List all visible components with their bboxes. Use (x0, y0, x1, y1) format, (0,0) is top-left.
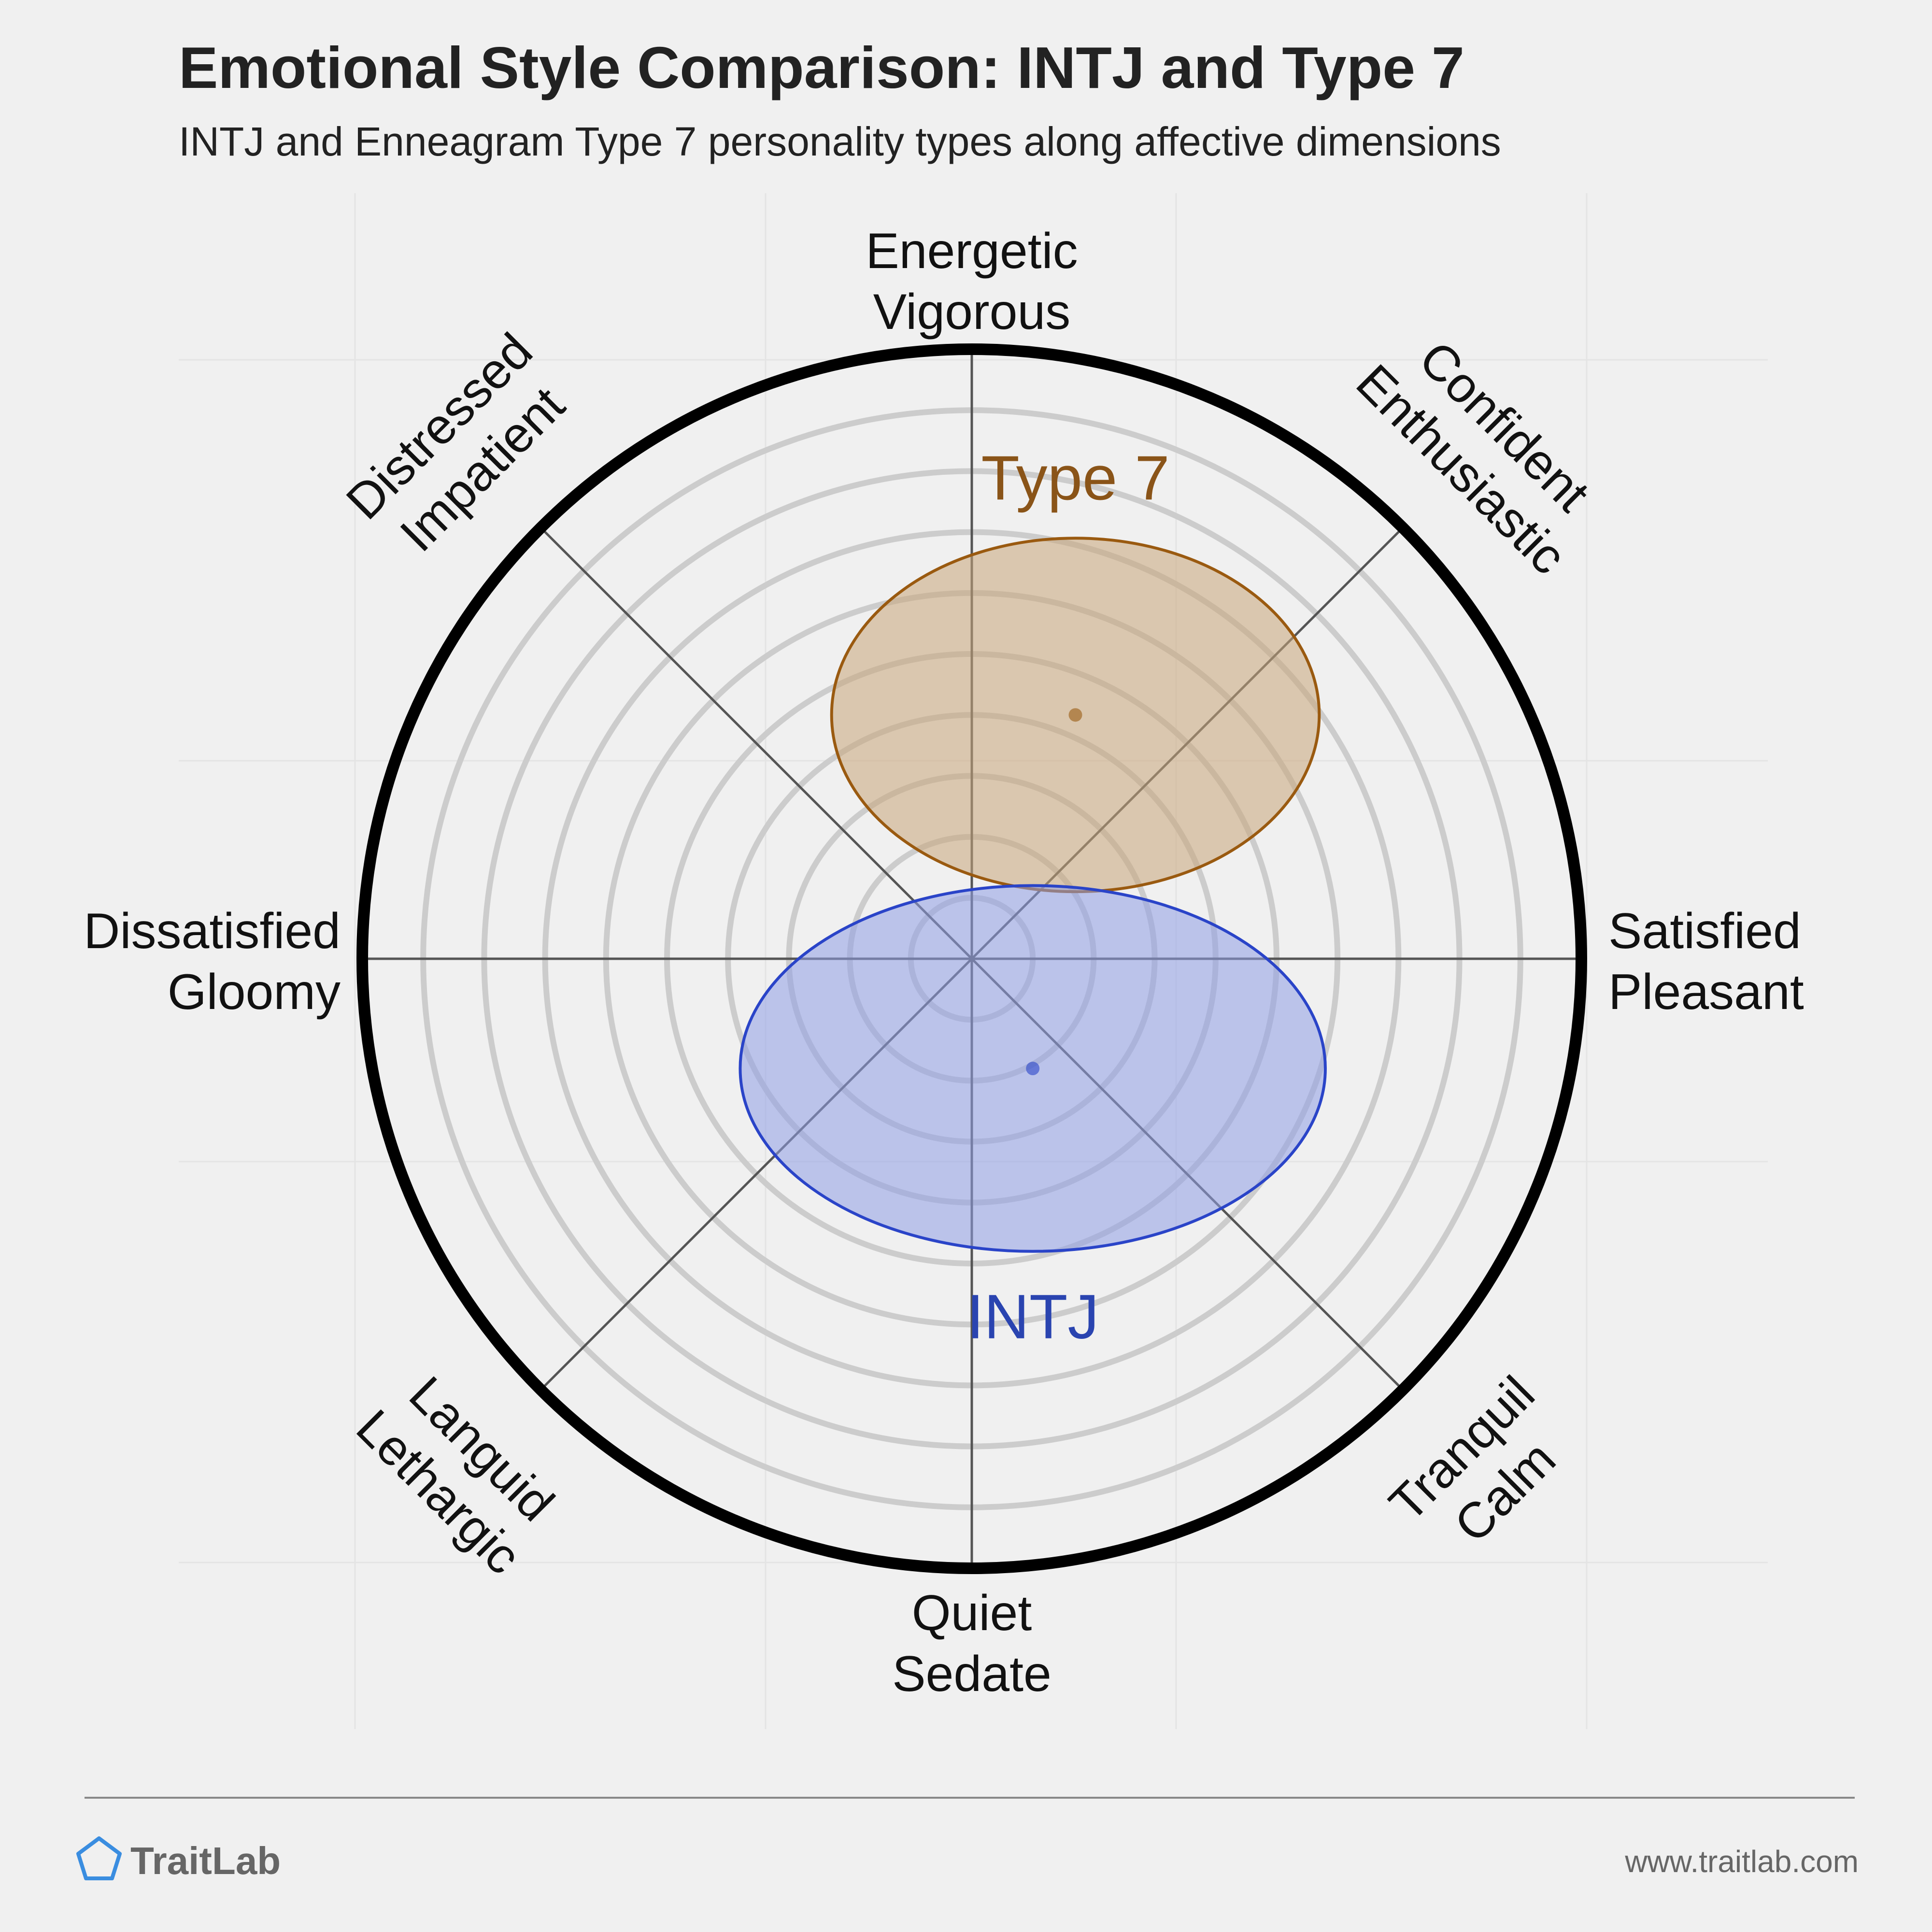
brand-url[interactable]: www.traitlab.com (1624, 1844, 1859, 1879)
series-layer (739, 537, 1327, 1253)
type-7-center-point (1068, 708, 1082, 722)
axis-label-top: Energetic Vigorous (866, 223, 1078, 340)
type-7-series-label: Type 7 (981, 442, 1169, 513)
series-labels: Type 7 INTJ (966, 442, 1170, 1352)
axis-label-text: Quiet Sedate (892, 1585, 1051, 1702)
intj-center-point (1026, 1062, 1040, 1076)
axis-label-line: Vigorous (873, 284, 1071, 340)
outer-circle (356, 343, 1587, 1574)
brand-name: TraitLab (130, 1839, 281, 1882)
axis-label-bottom-right: TranquilCalm (1378, 1365, 1588, 1575)
axis-label-text: Energetic Vigorous (866, 223, 1078, 340)
axis-label-line: Dissatisfied (84, 903, 341, 959)
axis-label-line: Energetic (866, 223, 1078, 279)
axis-label-line: Pleasant (1608, 964, 1804, 1020)
axis-label-left: Dissatisfied Gloomy (84, 903, 341, 1020)
axis-label-bottom: Quiet Sedate (892, 1585, 1051, 1702)
pentagon-icon (76, 1836, 122, 1880)
axis-label-line: Satisfied (1608, 903, 1801, 959)
outer-circle-group (356, 343, 1587, 1574)
axis-label-text: Dissatisfied Gloomy (84, 903, 341, 1020)
axis-label-line: Quiet (912, 1585, 1032, 1641)
chart-title: Emotional Style Comparison: INTJ and Typ… (179, 35, 1464, 100)
chart-subtitle: INTJ and Enneagram Type 7 personality ty… (179, 119, 1501, 164)
axis-label-line: Gloomy (168, 964, 341, 1020)
axis-label-text: Satisfied Pleasant (1608, 903, 1804, 1020)
intj-series-label: INTJ (966, 1281, 1099, 1352)
axis-label-line: Sedate (892, 1646, 1051, 1702)
axis-label-right: Satisfied Pleasant (1608, 903, 1804, 1020)
axis-label-text: TranquilCalm (1378, 1365, 1588, 1575)
